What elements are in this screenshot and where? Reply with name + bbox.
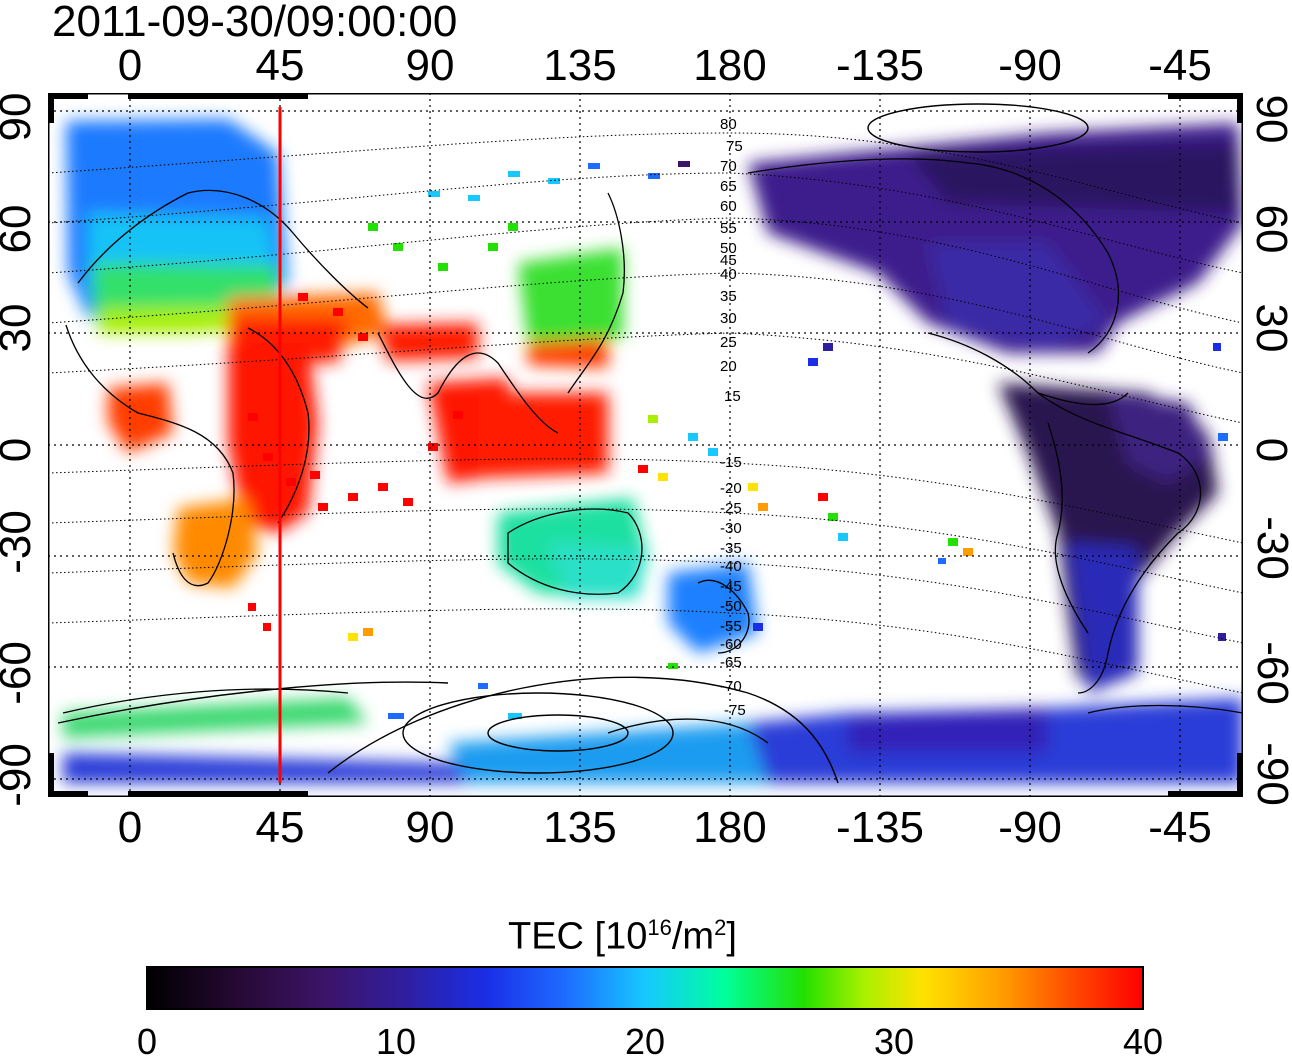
contour-label: 80 [720,116,737,133]
contour-label: -20 [720,480,742,497]
bottom-lon-tick: 135 [543,803,617,852]
contour-label: 65 [720,178,737,195]
left-lat-tick: -30 [0,510,40,574]
top-lon-tick: 180 [693,41,767,90]
contour-label: 60 [720,198,737,215]
contour-label: -30 [720,520,742,537]
right-lat-tick: 30 [1247,303,1292,353]
contour-label: -65 [720,654,742,671]
top-lon-tick: -45 [1148,41,1212,90]
colorbar-tick: 40 [1122,1021,1164,1062]
magnetic-contours [47,132,1244,694]
right-lat-tick: -60 [1248,641,1292,705]
top-lon-tick: 45 [255,41,305,90]
right-lat-tick: 0 [1247,437,1292,463]
contour-label: -60 [720,636,742,653]
contour-label: 40 [720,266,737,283]
contour-label: -55 [720,618,742,635]
contour-label: -50 [720,598,742,615]
top-lon-tick: 0 [117,41,143,90]
contour-label: 25 [720,334,737,351]
contour-label: -75 [724,702,746,719]
timestamp-title: 2011-09-30/09:00:00 [52,0,458,46]
tec-map: 80 75 70 65 60 55 50 45 40 35 30 25 20 1… [47,92,1244,798]
contour-label: 45 [720,252,737,269]
coastlines [62,158,1244,744]
right-lat-tick: -30 [1248,516,1292,580]
colorbar-title: TEC [1016/m2] [508,915,737,958]
contour-label: -25 [720,500,742,517]
top-lon-tick: 135 [543,41,617,90]
contour-label: 50 [720,240,737,257]
left-lat-tick: -60 [0,641,40,705]
left-lat-tick: 0 [0,420,40,480]
bottom-lon-tick: -135 [835,803,925,852]
bottom-lon-tick: -45 [1148,803,1212,852]
right-lat-tick: 90 [1247,94,1292,144]
bottom-lon-tick: 180 [693,803,767,852]
contour-label: -15 [720,454,742,471]
contour-label: -45 [720,578,742,595]
contour-label: 15 [724,388,741,405]
top-lon-tick: 90 [405,41,455,90]
left-lat-tick: 60 [0,204,40,254]
left-lat-tick: -90 [0,743,40,807]
left-lat-tick: 90 [0,92,40,142]
contour-label: 75 [726,138,743,155]
contour-label: 30 [720,310,737,327]
contour-labels: 80 75 70 65 60 55 50 45 40 35 30 25 20 1… [720,116,746,719]
right-lat-tick: 60 [1247,204,1292,254]
left-lat-tick: 30 [0,303,40,353]
contour-label: 70 [720,158,737,175]
top-lon-tick: -90 [998,41,1062,90]
contour-label: -35 [720,540,742,557]
frame-ticks [48,93,1243,797]
contour-label: 20 [720,358,737,375]
bottom-lon-tick: -90 [998,803,1062,852]
colorbar-tick: 20 [624,1021,666,1062]
tec-cells [248,161,1228,719]
contour-label: -40 [720,558,742,575]
colorbar-tick: 30 [873,1021,915,1062]
colorbar-tick: 10 [375,1021,417,1062]
map-border [47,92,1244,798]
contour-label: 35 [720,288,737,305]
colorbar-tick: 0 [136,1021,158,1062]
grid-lines [48,93,1243,797]
pole-contours [57,103,1089,784]
colorbar [146,966,1144,1010]
right-lat-tick: -90 [1248,742,1292,806]
tec-patches [63,119,1243,783]
bottom-lon-tick: 0 [117,803,143,852]
top-lon-tick: -135 [835,41,925,90]
bottom-lon-tick: 45 [255,803,305,852]
bottom-lon-tick: 90 [405,803,455,852]
contour-label: 55 [720,220,737,237]
contour-label: -70 [720,678,742,695]
